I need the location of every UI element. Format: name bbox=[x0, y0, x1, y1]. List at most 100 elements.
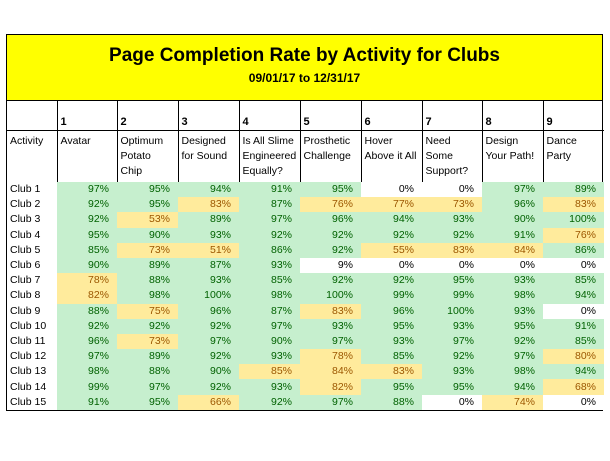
completion-rate-cell: 83% bbox=[543, 197, 604, 213]
completion-rate-cell: 88% bbox=[117, 364, 178, 380]
completion-rate-cell: 85% bbox=[543, 273, 604, 289]
table-row: Club 12 97% 89% 92% 93% 78% 85% 92% 97% 80% bbox=[7, 349, 604, 365]
completion-rate-cell: 0% bbox=[543, 303, 604, 319]
activity-name: Avatar bbox=[56, 130, 117, 182]
table-row: Club 4 95% 90% 93% 92% 92% 92% 92% 91% 76% bbox=[7, 227, 604, 243]
table-row: Club 3 92% 53% 89% 97% 96% 94% 93% 90% 100% bbox=[7, 212, 604, 228]
club-label: Club 1 bbox=[10, 183, 41, 196]
completion-rate-cell: 100% bbox=[422, 303, 482, 319]
completion-rate-cell: 86% bbox=[239, 242, 300, 258]
completion-rate-cell: 100% bbox=[300, 288, 361, 304]
completion-rate-cell: 85% bbox=[239, 364, 300, 380]
completion-rate-cell: 95% bbox=[422, 379, 482, 395]
completion-rate-cell: 9% bbox=[300, 257, 361, 274]
completion-rate-cell: 90% bbox=[239, 333, 300, 350]
completion-rate-cell: 87% bbox=[239, 197, 300, 213]
completion-rate-cell: 96% bbox=[482, 197, 543, 213]
completion-rate-cell: 98% bbox=[482, 364, 543, 380]
completion-rate-cell: 55% bbox=[361, 242, 422, 258]
completion-rate-cell: 92% bbox=[178, 349, 239, 365]
completion-rate-cell: 97% bbox=[117, 379, 178, 395]
completion-rate-cell: 0% bbox=[422, 182, 482, 198]
completion-rate-cell: 96% bbox=[178, 303, 239, 319]
completion-rate-cell: 95% bbox=[482, 318, 543, 334]
completion-rate-cell: 93% bbox=[178, 227, 239, 243]
completion-rate-cell: 77% bbox=[361, 197, 422, 213]
completion-rate-cell: 73% bbox=[117, 333, 178, 350]
corner-cell bbox=[7, 101, 57, 131]
completion-rate-cell: 89% bbox=[117, 349, 178, 365]
completion-rate-cell: 92% bbox=[117, 318, 178, 334]
completion-rate-cell: 90% bbox=[482, 212, 543, 228]
table-row: Club 10 92% 92% 92% 97% 93% 95% 93% 95% 91% bbox=[7, 318, 604, 334]
activity-number: 7 bbox=[421, 101, 482, 131]
club-label: Club 12 bbox=[10, 350, 47, 363]
completion-rate-cell: 94% bbox=[482, 379, 543, 395]
completion-rate-cell: 94% bbox=[361, 212, 422, 228]
activity-name: Is All Slime Engineered Equally? bbox=[238, 130, 300, 182]
completion-rate-cell: 51% bbox=[178, 242, 239, 258]
table-body: Club 1 97% 95% 94% 91% 95% 0% 0% 97% 89% Club 2 92%… bbox=[7, 182, 604, 410]
completion-rate-cell: 99% bbox=[57, 379, 117, 395]
report-sheet: Page Completion Rate by Activity for Clu… bbox=[6, 34, 604, 411]
club-label: Club 9 bbox=[10, 304, 41, 317]
completion-rate-cell: 86% bbox=[543, 242, 604, 258]
completion-rate-cell: 96% bbox=[57, 333, 117, 350]
completion-rate-cell: 92% bbox=[57, 212, 117, 228]
completion-rate-cell: 85% bbox=[543, 333, 604, 350]
completion-rate-cell: 97% bbox=[482, 182, 543, 198]
title-banner: Page Completion Rate by Activity for Clu… bbox=[7, 35, 602, 101]
completion-rate-cell: 90% bbox=[57, 257, 117, 274]
table-row: Club 11 96% 73% 97% 90% 97% 93% 97% 92% 85% bbox=[7, 333, 604, 350]
completion-rate-cell: 92% bbox=[422, 349, 482, 365]
activity-number: 1 bbox=[56, 101, 117, 131]
completion-rate-cell: 89% bbox=[543, 182, 604, 198]
activity-number: 9 bbox=[542, 101, 604, 131]
completion-rate-cell: 92% bbox=[57, 318, 117, 334]
completion-rate-cell: 93% bbox=[482, 273, 543, 289]
completion-rate-cell: 100% bbox=[178, 288, 239, 304]
table-row: Club 7 78% 88% 93% 85% 92% 92% 95% 93% 85% bbox=[7, 273, 604, 289]
activity-number: 3 bbox=[177, 101, 239, 131]
completion-rate-cell: 95% bbox=[57, 227, 117, 243]
completion-rate-cell: 94% bbox=[178, 182, 239, 198]
completion-rate-cell: 85% bbox=[239, 273, 300, 289]
table-row: Club 8 82% 98% 100% 98% 100% 99% 99% 98% 94% bbox=[7, 288, 604, 304]
table-row: Club 9 88% 75% 96% 87% 83% 96% 100% 93% 0% bbox=[7, 303, 604, 319]
completion-rate-cell: 0% bbox=[543, 394, 604, 410]
completion-rate-cell: 91% bbox=[543, 318, 604, 334]
completion-rate-cell: 83% bbox=[422, 242, 482, 258]
activity-name: Design Your Path! bbox=[481, 130, 543, 182]
completion-rate-cell: 0% bbox=[422, 257, 482, 274]
completion-rate-cell: 93% bbox=[239, 349, 300, 365]
completion-rate-cell: 92% bbox=[57, 197, 117, 213]
club-label: Club 8 bbox=[10, 289, 41, 302]
completion-rate-cell: 0% bbox=[543, 257, 604, 274]
activity-header-label: Activity bbox=[10, 134, 44, 147]
completion-rate-cell: 93% bbox=[361, 333, 422, 350]
completion-rate-cell: 97% bbox=[482, 349, 543, 365]
activity-number: 8 bbox=[481, 101, 543, 131]
completion-rate-cell: 88% bbox=[361, 394, 422, 410]
completion-rate-cell: 53% bbox=[117, 212, 178, 228]
completion-rate-cell: 95% bbox=[117, 197, 178, 213]
club-label: Club 4 bbox=[10, 228, 41, 241]
completion-rate-cell: 96% bbox=[361, 303, 422, 319]
completion-rate-cell: 97% bbox=[300, 333, 361, 350]
completion-rate-cell: 94% bbox=[543, 288, 604, 304]
table-row: Club 13 98% 88% 90% 85% 84% 83% 93% 98% 94% bbox=[7, 364, 604, 380]
club-label: Club 2 bbox=[10, 198, 41, 211]
table-row: Club 15 91% 95% 66% 92% 97% 88% 0% 74% 0% bbox=[7, 394, 604, 410]
completion-rate-cell: 93% bbox=[422, 212, 482, 228]
completion-rate-cell: 92% bbox=[300, 242, 361, 258]
activity-name: Prosthetic Challenge bbox=[299, 130, 361, 182]
activity-name: Hover Above it All bbox=[360, 130, 422, 182]
completion-rate-cell: 92% bbox=[300, 273, 361, 289]
completion-rate-cell: 96% bbox=[300, 212, 361, 228]
completion-rate-cell: 76% bbox=[300, 197, 361, 213]
completion-rate-cell: 97% bbox=[178, 333, 239, 350]
completion-rate-cell: 98% bbox=[117, 288, 178, 304]
activity-number: 5 bbox=[299, 101, 361, 131]
completion-rate-cell: 95% bbox=[117, 182, 178, 198]
